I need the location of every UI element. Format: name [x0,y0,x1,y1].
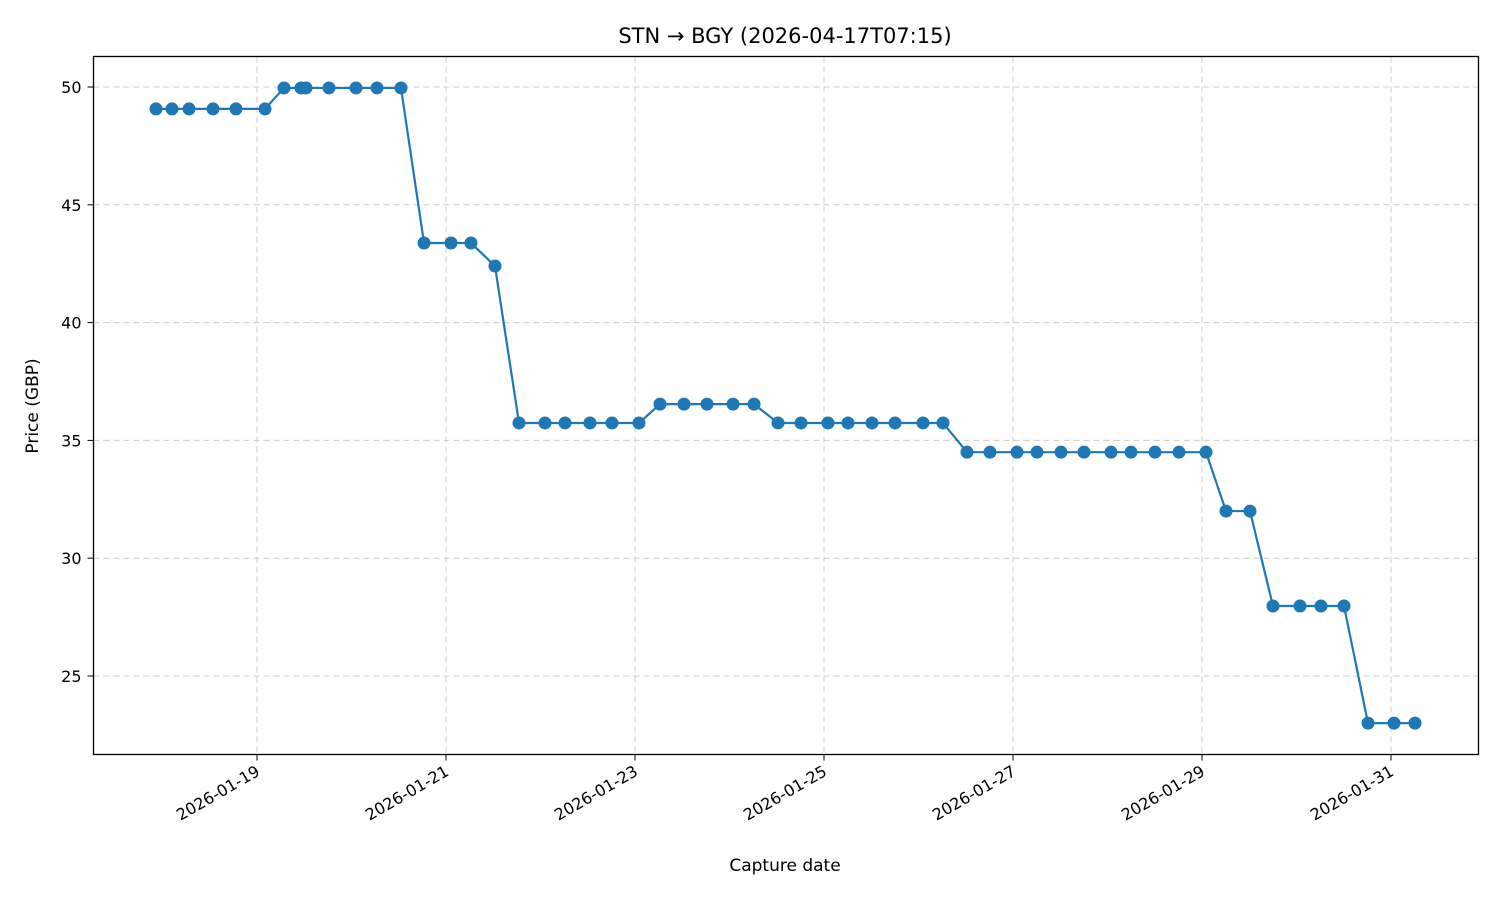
x-tick-label: 2026-01-29 [1118,762,1208,825]
data-point [394,81,408,95]
y-axis-label: Price (GBP) [23,358,43,453]
grid-lines [93,56,1479,755]
data-point [1243,504,1257,518]
data-point [605,416,619,430]
data-point [888,416,902,430]
data-point [865,416,879,430]
data-point [1199,445,1213,459]
x-tick-label: 2026-01-25 [740,762,830,825]
y-tick-label: 45 [61,196,81,215]
data-point [1077,445,1091,459]
data-point [1408,716,1422,730]
data-point [258,102,272,116]
data-point [558,416,572,430]
data-point [464,236,478,250]
x-tick-label: 2026-01-21 [362,762,452,825]
data-point [1054,445,1068,459]
x-tick-label: 2026-01-19 [173,762,263,825]
x-axis: 2026-01-19 2026-01-21 2026-01-23 2026-01-25… [173,754,1397,825]
data-point [747,397,761,411]
data-point [960,445,974,459]
data-point [277,81,291,95]
x-tick-label: 2026-01-23 [551,762,641,825]
data-point [488,259,502,273]
data-point [165,102,179,116]
data-point [677,397,691,411]
data-point [583,416,597,430]
data-point [1219,504,1233,518]
data-point [349,81,363,95]
data-point [1124,445,1138,459]
x-axis-label: Capture date [729,856,840,876]
y-tick-label: 40 [61,314,81,333]
data-point [1030,445,1044,459]
y-tick-label: 50 [61,78,81,97]
data-point [936,416,950,430]
data-point [1314,599,1328,613]
data-point [1104,445,1118,459]
chart-title: STN → BGY (2026-04-17T07:15) [618,24,951,48]
data-point [417,236,431,250]
y-axis: 25 30 35 40 45 50 [61,78,94,686]
data-point [700,397,714,411]
y-tick-label: 30 [61,549,81,568]
x-tick-label: 2026-01-27 [929,762,1019,825]
data-point [149,102,163,116]
data-point [229,102,243,116]
data-point [1387,716,1401,730]
data-point [1172,445,1186,459]
data-point [632,416,646,430]
price-line [156,86,1415,725]
plot-frame [92,55,1480,756]
data-point [1266,599,1280,613]
data-point [512,416,526,430]
data-point [726,397,740,411]
data-point [1361,716,1375,730]
data-point [841,416,855,430]
data-point [322,81,336,95]
y-tick-label: 35 [61,431,81,450]
data-point [771,416,785,430]
data-point [206,102,220,116]
data-point [182,102,196,116]
data-point [1293,599,1307,613]
data-point [1010,445,1024,459]
data-point [1148,445,1162,459]
price-series [149,81,1422,730]
data-point [916,416,930,430]
data-point [983,445,997,459]
data-point [444,236,458,250]
data-point [1337,599,1351,613]
data-point [794,416,808,430]
data-point [538,416,552,430]
x-tick-label: 2026-01-31 [1307,762,1397,825]
data-point [299,81,313,95]
data-point [370,81,384,95]
data-point [653,397,667,411]
data-point [821,416,835,430]
y-tick-label: 25 [61,667,81,686]
